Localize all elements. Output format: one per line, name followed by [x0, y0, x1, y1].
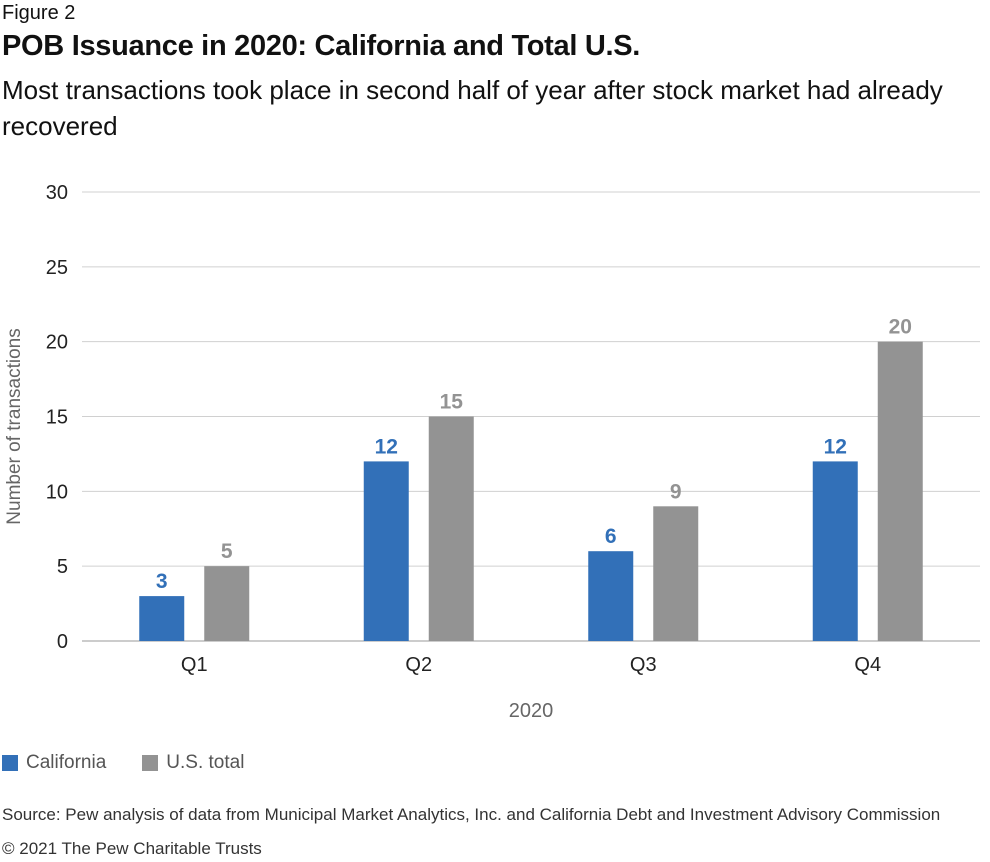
source-note: Source: Pew analysis of data from Munici…	[2, 805, 941, 824]
data-label: 15	[440, 391, 464, 414]
legend-swatch-california	[2, 755, 18, 771]
y-tick-label: 25	[46, 257, 68, 279]
data-label: 9	[670, 480, 682, 503]
x-tick-label: Q3	[630, 654, 657, 676]
bar-california-q1	[139, 596, 185, 641]
y-tick-label: 20	[46, 332, 68, 354]
bar-chart: 0 5 10 15 20 25 30 Number of transactions 3 5 Q1 12…	[4, 182, 980, 722]
bar-california-q2	[363, 461, 409, 641]
x-tick-label: Q2	[405, 654, 432, 676]
figure-label: Figure 2	[2, 2, 76, 24]
data-label: 20	[889, 316, 912, 339]
data-label: 3	[156, 570, 168, 593]
chart-title: POB Issuance in 2020: California and Tot…	[2, 30, 641, 62]
y-tick-label: 10	[46, 481, 68, 503]
x-axis-label: 2020	[509, 700, 554, 722]
data-label: 5	[221, 540, 233, 563]
legend-item-us-total: U.S. total	[142, 752, 244, 774]
bar-u-s-total-q4	[877, 341, 923, 641]
copyright-note: © 2021 The Pew Charitable Trusts	[2, 839, 262, 858]
y-tick-label: 0	[57, 631, 68, 653]
data-label: 6	[605, 525, 617, 548]
legend-label-us-total: U.S. total	[166, 752, 245, 773]
y-tick-label: 5	[57, 556, 68, 578]
legend-label-california: California	[26, 752, 107, 773]
legend-swatch-us-total	[142, 755, 159, 771]
x-tick-label: Q4	[854, 654, 881, 676]
data-label: 12	[375, 435, 398, 458]
data-label: 12	[824, 435, 847, 458]
y-axis-label: Number of transactions	[4, 328, 25, 524]
x-tick-label: Q1	[181, 654, 208, 676]
y-tick-label: 15	[46, 407, 68, 429]
legend-item-california: California	[2, 752, 106, 774]
bar-u-s-total-q2	[428, 416, 474, 641]
y-tick-label: 30	[46, 182, 68, 204]
bar-california-q3	[588, 551, 634, 641]
bar-california-q4	[812, 461, 858, 641]
bar-u-s-total-q1	[204, 566, 250, 641]
chart-subtitle: Most transactions took place in second h…	[2, 75, 943, 141]
bar-u-s-total-q3	[653, 506, 699, 641]
legend: California U.S. total	[2, 752, 280, 774]
